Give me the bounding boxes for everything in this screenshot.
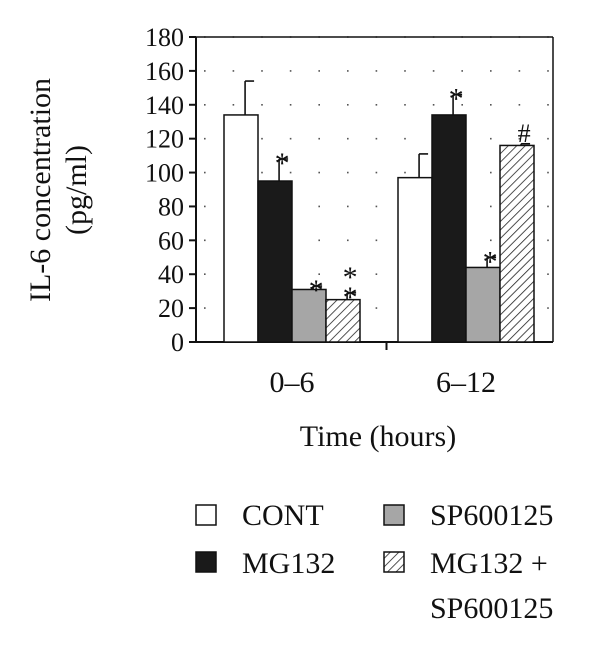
legend: CONT SP600125 MG132 MG132 + SP600125 [195, 499, 553, 625]
y-tick-label: 120 [145, 125, 184, 154]
significance-mark-mg132-2: * [449, 83, 464, 116]
significance-mark-mg132-sp600125-1: * [343, 261, 358, 294]
y-tick-label: 100 [145, 159, 184, 188]
significance-mark-sp600125-2: * [483, 245, 498, 278]
legend-label-cont: CONT [242, 499, 324, 532]
significance-mark-mg132-sp600125-1: * [343, 281, 358, 314]
bar-mg132-sp600125-2 [499, 144, 535, 343]
bars: ** ****# [223, 80, 535, 343]
x-tick-label: 0–6 [270, 366, 315, 399]
legend-swatch-sp600125 [383, 504, 405, 526]
y-tick-label: 180 [145, 23, 184, 52]
y-tick-label: 20 [158, 294, 184, 323]
x-ticks: 0–6 6–12 [270, 342, 496, 399]
y-tick-label: 80 [158, 192, 184, 221]
x-axis-title: Time (hours) [300, 420, 456, 453]
y-tick-label: 0 [171, 328, 184, 357]
y-tick-label: 160 [145, 57, 184, 86]
significance-mark-mg132-sp600125-2: # [518, 119, 531, 148]
bar-cont-2 [397, 176, 433, 343]
legend-swatch-mg132-sp600125 [383, 551, 405, 573]
bar-mg132-2 [431, 114, 467, 343]
bar-mg132-1 [257, 180, 293, 343]
bar-cont-1 [223, 114, 259, 343]
bar-sp600125-2 [465, 266, 501, 343]
legend-label-mg132: MG132 [242, 547, 335, 580]
bar-mg132-sp600125-1 [325, 298, 361, 343]
legend-label-mg132-sp600125-line2: SP600125 [430, 592, 553, 625]
legend-swatch-mg132 [195, 551, 217, 573]
significance-mark-sp600125-1: * [309, 274, 324, 307]
legend-label-sp600125: SP600125 [430, 499, 553, 532]
significance-mark-mg132-1: * [275, 147, 290, 180]
legend-swatch-cont [195, 504, 217, 526]
x-tick-label: 6–12 [436, 366, 496, 399]
y-tick-label: 60 [158, 226, 184, 255]
bar-sp600125-1 [291, 288, 327, 343]
y-axis-title-line2: (pg/ml) [60, 145, 93, 235]
y-tick-label: 40 [158, 260, 184, 289]
legend-label-mg132-sp600125-line1: MG132 + [430, 547, 548, 580]
y-tick-label: 140 [145, 91, 184, 120]
y-axis-title-line1: IL-6 concentration [24, 78, 57, 302]
y-ticks: 0 20 40 60 80 100 120 140 160 180 [145, 23, 196, 357]
